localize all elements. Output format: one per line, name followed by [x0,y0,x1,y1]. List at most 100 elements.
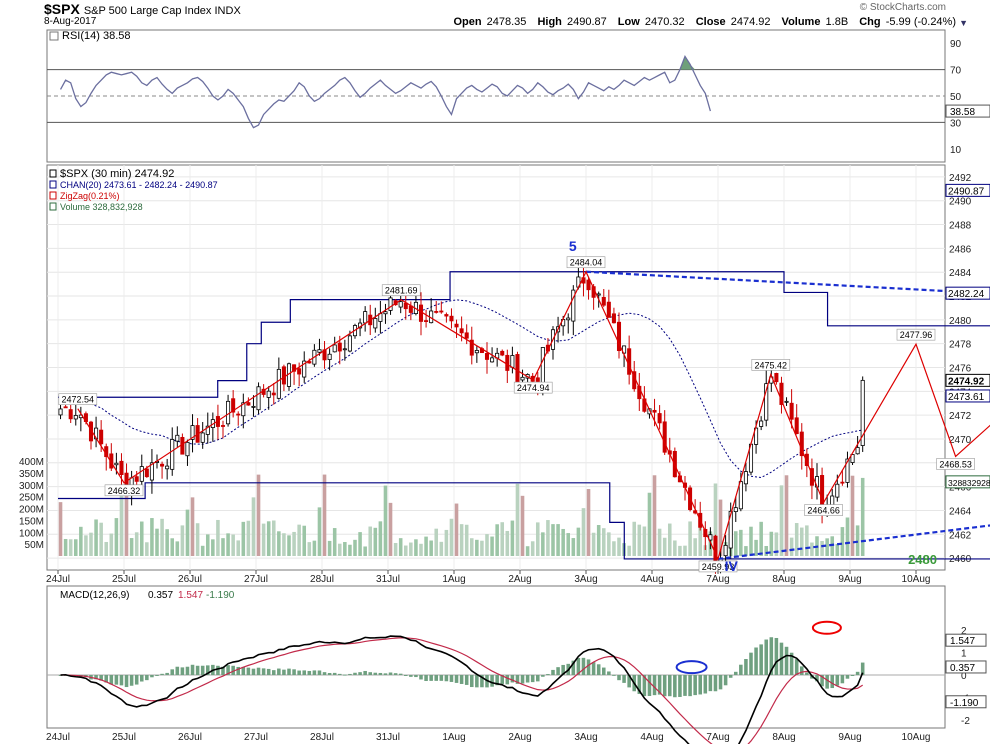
zigzag-pivot-box [58,393,98,406]
macd-histogram-bar [850,675,855,676]
macd-histogram-bar [343,674,347,676]
macd-histogram-bar [129,675,134,686]
volume-bar [409,542,413,556]
volume-bar [535,522,540,556]
macd-histogram-bar [596,664,601,675]
macd-histogram-bar [490,675,494,687]
volume-bar [429,540,433,556]
chevron-down-icon[interactable]: ▼ [959,18,968,28]
volume-bar [175,541,180,556]
x-axis-label: 24Jul [46,574,70,585]
candle-body [500,350,505,356]
macd-axis-badge-label: 1.547 [950,636,975,647]
macd-histogram-bar [556,667,560,675]
volume-bar [388,502,393,556]
volume-bar [586,489,591,556]
volume-bar [713,483,718,556]
macd-x-axis-label: 27Jul [244,732,268,743]
macd-histogram-bar [591,662,596,675]
candle-body [860,379,865,446]
candle-body [754,427,759,445]
macd-histogram-bar [266,668,271,675]
candle-body [662,421,667,453]
volume-bar [754,539,758,556]
volume-bar [393,542,398,556]
x-axis-label: 8Aug [772,574,795,585]
rsi-value-label: 38.58 [950,107,975,118]
candle-body [799,431,804,457]
candle-body [733,507,738,513]
macd-histogram-bar [231,665,235,675]
rsi-tick-label: 70 [950,66,962,77]
candle-body [779,382,784,405]
macd-histogram-bar [581,657,586,675]
candle-body [490,357,495,363]
volume-bar [825,538,829,556]
volume-bar [185,509,190,556]
zigzag-pivot-box [751,359,791,371]
candle-body [652,409,657,413]
rsi-legend: RSI(14) 38.58 [62,30,130,42]
volume-bar [779,485,784,556]
volume-bar [68,539,73,556]
candle-body [601,296,606,306]
macd-x-axis-label: 4Aug [640,732,663,743]
macd-legend-label: MACD(12,26,9) [60,590,129,601]
macd-histogram-bar [94,675,98,680]
zigzag-pivot-box [566,256,606,269]
macd-histogram-bar [830,675,835,689]
price-tick-label: 2490 [949,197,972,208]
candle-body [297,368,302,375]
volume-bar [541,532,545,556]
candle-body [784,400,789,403]
volume-bar [805,525,809,556]
volume-bar [469,538,474,556]
candle-body [657,413,662,424]
zigzag-pivot-label: 2474.94 [517,383,550,393]
macd-histogram-bar [424,675,428,682]
macd-histogram-bar [733,671,738,675]
macd-histogram-bar [535,675,540,682]
candle-body [119,460,124,476]
price-axis-badge [945,475,990,489]
volume-bar [139,521,144,556]
macd-histogram-bar [119,675,124,686]
candle-body [515,354,520,384]
volume-bar [129,538,134,556]
volume-bar [607,532,611,556]
macd-panel: 210-1-2MACD(12,26,9)0.3571.547-1.1901.54… [46,585,987,744]
macd-histogram-bar [383,673,388,675]
volume-bar [363,546,367,556]
volume-bar [287,535,291,556]
macd-histogram-bar [708,675,713,692]
volume-bar [784,475,789,556]
low-label: Low [617,16,640,28]
candle-body [774,373,779,383]
macd-histogram-bar [99,675,103,681]
macd-histogram-bar [444,675,449,682]
candle-body [246,402,251,406]
macd-histogram-bar [530,675,535,683]
volume-bar [58,502,63,556]
macd-histogram-bar [155,674,159,676]
price-axis-badge [945,183,990,197]
candle-body [363,311,368,324]
candle-body [251,405,256,408]
macd-legend-hist: -1.190 [206,590,235,601]
volume-bar [124,482,129,556]
macd-histogram-bar [297,670,301,675]
open-value: 2478.35 [486,16,527,28]
candle-body [58,408,63,416]
volume-bar [327,540,332,556]
volume-bar [317,507,322,556]
macd-histogram-bar [520,675,525,684]
volume-bar [835,543,840,556]
macd-histogram-bar [657,675,662,695]
volume-bar [733,531,738,556]
volume-bar [612,541,616,556]
macd-histogram-bar [363,670,367,675]
volume-bar [292,531,296,556]
macd-histogram-bar [840,675,845,684]
macd-histogram-bar [165,672,169,675]
x-axis-label: 4Aug [640,574,663,585]
